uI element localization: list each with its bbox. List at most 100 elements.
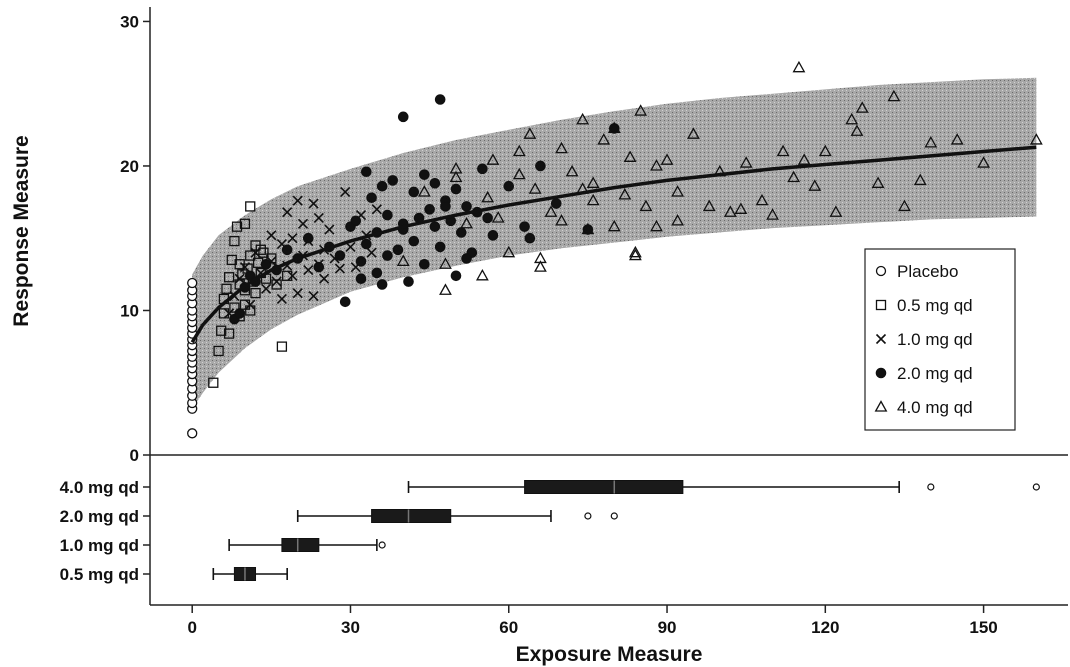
series-4-0-mg-qd (396, 60, 1043, 295)
data-point (260, 258, 272, 270)
data-point (208, 377, 219, 388)
data-point (439, 257, 452, 269)
data-point (313, 261, 325, 273)
data-point (524, 232, 536, 244)
data-point (787, 170, 801, 183)
data-point (339, 296, 351, 308)
data-point (440, 201, 451, 212)
data-point (355, 256, 367, 267)
data-point (977, 156, 990, 168)
data-point (187, 428, 198, 439)
data-point (266, 230, 277, 241)
data-point (913, 173, 927, 186)
data-point (229, 235, 240, 247)
data-point (429, 221, 441, 232)
data-point (223, 272, 235, 283)
data-point (512, 144, 526, 157)
data-point (523, 127, 537, 139)
data-point (628, 245, 642, 258)
data-point (287, 270, 298, 281)
legend: Placebo 0.5 mg qd 1.0 mg qd 2.0 mg qd 4.0 mg… (864, 248, 1016, 431)
data-point (239, 218, 251, 229)
data-point (245, 201, 256, 212)
legend-box (864, 248, 1016, 431)
data-point (755, 193, 769, 206)
data-point (429, 178, 441, 189)
data-point (308, 290, 319, 302)
data-point (519, 221, 530, 232)
data-point (334, 263, 345, 274)
data-point (221, 283, 232, 294)
data-point (565, 164, 579, 177)
data-point (950, 133, 964, 145)
data-point (292, 195, 303, 206)
data-point (350, 215, 362, 227)
y-tick-label: 10 (120, 301, 139, 320)
data-point (723, 205, 737, 217)
exposure-boxplots (212, 480, 1040, 581)
data-point (512, 167, 526, 180)
data-point (887, 89, 901, 102)
data-point (396, 254, 410, 266)
outlier-point (610, 512, 618, 520)
data-point (555, 214, 568, 226)
data-point (898, 199, 911, 212)
data-point (387, 175, 398, 186)
data-point (234, 308, 245, 319)
y-tick-label: 30 (120, 12, 139, 31)
data-point (297, 218, 309, 229)
y-tick-label: 20 (120, 157, 139, 176)
x-tick-label: 0 (187, 618, 196, 637)
data-point (302, 232, 314, 244)
data-point (324, 224, 335, 235)
data-point (355, 273, 367, 284)
data-point (797, 153, 811, 165)
group-label: 2.0 mg qd (60, 507, 139, 526)
data-point (671, 214, 684, 226)
boxplot-1-0-mg-qd (228, 538, 386, 552)
exposure-boxplot-panel: 4.0 mg qd 2.0 mg qd 1.0 mg qd 0.5 mg qd 0 30… (60, 455, 1068, 666)
legend-marker (875, 367, 887, 379)
data-point (434, 241, 446, 253)
data-point (818, 144, 832, 157)
data-point (319, 273, 330, 284)
data-point (376, 279, 388, 290)
data-point (187, 277, 198, 289)
data-point (366, 192, 377, 204)
data-point (597, 133, 611, 145)
data-point (687, 127, 700, 139)
data-point (461, 201, 472, 212)
data-point (660, 153, 674, 165)
observed-points (187, 60, 1043, 439)
data-point (534, 251, 547, 264)
data-point (303, 264, 314, 276)
data-point (628, 248, 642, 261)
outlier-point (378, 541, 386, 549)
data-point (450, 183, 462, 195)
data-point (455, 227, 467, 238)
data-point (371, 267, 383, 279)
legend-label: Placebo (897, 262, 958, 281)
response-axis-title: Response Measure (10, 135, 33, 326)
x-tick-label: 150 (969, 618, 997, 637)
data-point (271, 276, 282, 287)
data-point (223, 328, 235, 339)
data-point (1029, 133, 1043, 145)
data-point (544, 205, 558, 217)
boxplot-4-0-mg-qd (407, 480, 1040, 494)
data-point (271, 279, 282, 290)
series-placebo (187, 277, 198, 439)
data-point (460, 216, 473, 229)
data-point (671, 185, 684, 197)
data-point (245, 250, 256, 261)
data-point (487, 230, 499, 241)
data-point (361, 166, 372, 178)
iqr-box (281, 538, 320, 552)
data-point (607, 219, 621, 232)
outlier-point (584, 512, 592, 520)
data-point (766, 208, 779, 220)
data-point (382, 250, 393, 261)
data-point (576, 112, 590, 125)
data-point (229, 302, 240, 313)
